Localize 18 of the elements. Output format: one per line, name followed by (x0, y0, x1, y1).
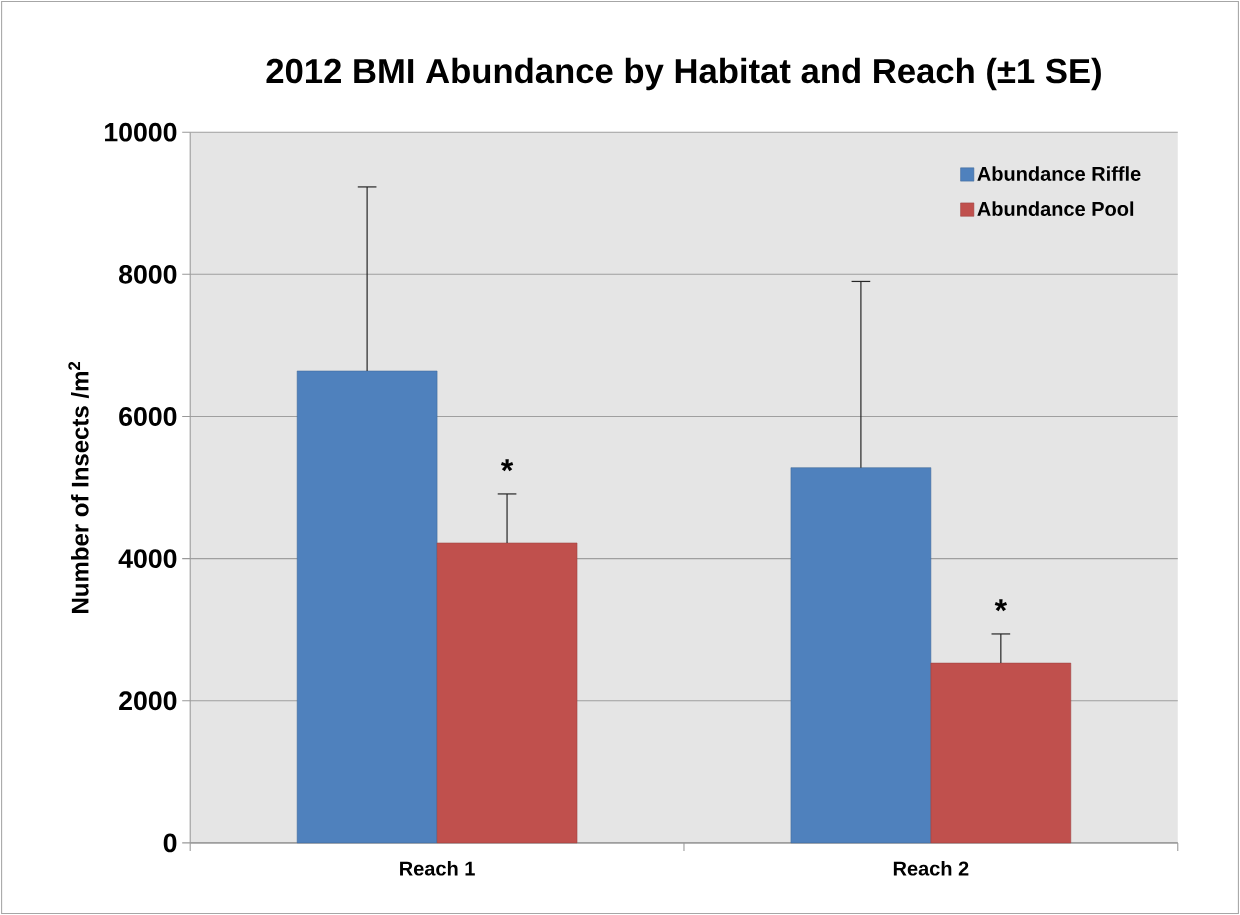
bar (790, 467, 932, 844)
legend-label: Abundance Riffle (977, 166, 1141, 181)
x-tick-label: Reach 2 (893, 860, 969, 876)
legend-label: Abundance Pool (977, 201, 1134, 216)
y-tick-label: 2000 (119, 691, 177, 711)
annotation: * (994, 599, 1008, 612)
x-tick-label: Reach 1 (400, 860, 475, 876)
y-axis-title: Number of Insects /m$^{2}$ (68, 361, 89, 613)
bar (436, 542, 578, 844)
chart-title: 2012 BMI Abundance by Habitat and Reach (±1 SE) (266, 57, 1101, 91)
y-tick-label: 10000 (105, 122, 177, 142)
y-tick-label: 8000 (119, 264, 177, 284)
bar (930, 662, 1072, 844)
y-tick-label: 4000 (118, 549, 177, 568)
annotation: * (500, 459, 514, 472)
y-tick-label: 0 (163, 833, 177, 853)
bar (296, 370, 438, 844)
y-tick-label: 6000 (119, 406, 177, 426)
